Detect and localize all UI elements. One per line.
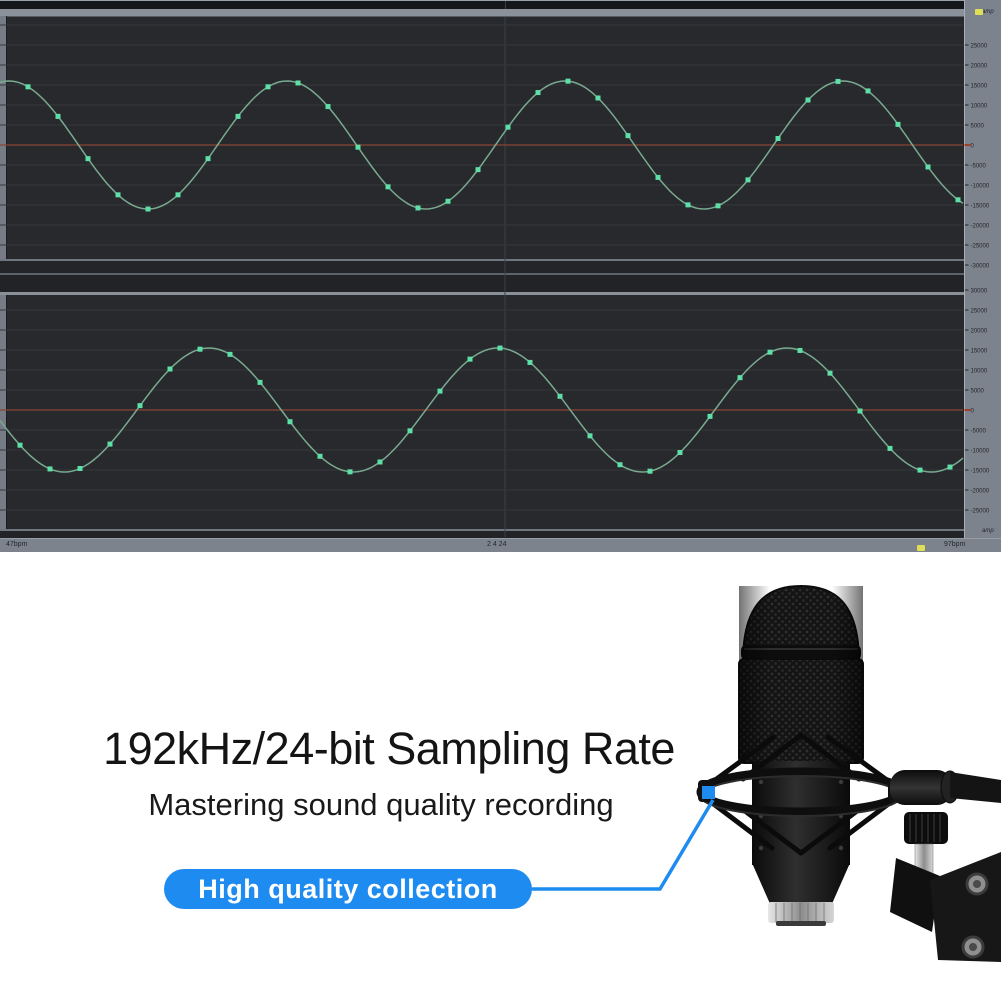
marketing-headline: 192kHz/24-bit Sampling Rate <box>103 723 675 774</box>
svg-text:25000: 25000 <box>971 308 988 314</box>
svg-text:10000: 10000 <box>971 103 988 109</box>
svg-text:20000: 20000 <box>971 328 988 334</box>
playhead-marker-bottom <box>917 545 925 551</box>
amp-unit-label-bottom: amp <box>982 528 994 534</box>
svg-text:-30000: -30000 <box>971 263 990 269</box>
stand-bracket <box>890 852 1001 962</box>
thumbscrew <box>904 812 948 844</box>
svg-text:15000: 15000 <box>971 348 988 354</box>
marketing-subheadline: Mastering sound quality recording <box>148 787 614 822</box>
track-gap <box>0 275 1001 292</box>
svg-text:15000: 15000 <box>971 83 988 89</box>
svg-text:5000: 5000 <box>971 123 985 129</box>
svg-text:30000: 30000 <box>971 288 988 294</box>
svg-text:-20000: -20000 <box>971 223 990 229</box>
track-gap <box>0 261 1001 273</box>
svg-text:25000: 25000 <box>971 43 988 49</box>
status-left: 47bpm <box>6 541 28 548</box>
svg-text:20000: 20000 <box>971 63 988 69</box>
track-separator <box>0 292 1001 295</box>
callout-pill: High quality collection <box>164 869 532 909</box>
svg-text:-5000: -5000 <box>971 428 987 434</box>
status-center: 2 4 24 <box>487 541 507 548</box>
svg-text:-5000: -5000 <box>971 163 987 169</box>
svg-text:-15000: -15000 <box>971 468 990 474</box>
svg-text:5000: 5000 <box>971 388 985 394</box>
amplitude-ruler <box>964 0 1001 538</box>
playhead-marker-top <box>975 9 983 15</box>
track-separator <box>0 259 1001 261</box>
microphone-illustration <box>696 584 1001 962</box>
waveform-svg: 25000 20000 15000 10000 5000 0 -5000 -10000 -150… <box>0 17 990 537</box>
svg-text:-25000: -25000 <box>971 243 990 249</box>
mic-body <box>752 761 850 906</box>
status-bar: 47bpm 2 4 24 97bpm <box>0 538 1001 552</box>
callout-point-marker <box>702 786 715 799</box>
amp-unit-label-top: amp <box>982 9 994 15</box>
audio-editor-screenshot: 25000 20000 15000 10000 5000 0 -5000 -10000 -150… <box>0 0 1001 552</box>
svg-text:10000: 10000 <box>971 368 988 374</box>
svg-text:-20000: -20000 <box>971 488 990 494</box>
editor-top-edge <box>0 0 1001 1</box>
callout-line <box>532 786 715 891</box>
callout-connector-line <box>532 799 715 891</box>
editor-timeline-strip <box>0 9 1001 17</box>
mount-hinge <box>890 770 1001 805</box>
editor-toolbar <box>0 1 987 9</box>
svg-text:-10000: -10000 <box>971 183 990 189</box>
toolbar-divider <box>505 1 506 9</box>
svg-text:0: 0 <box>971 143 975 149</box>
svg-text:0: 0 <box>971 408 975 414</box>
callout-label: High quality collection <box>198 873 498 904</box>
status-right: 97bpm <box>944 541 966 548</box>
svg-text:-25000: -25000 <box>971 508 990 514</box>
svg-text:-10000: -10000 <box>971 448 990 454</box>
track-separator <box>0 273 1001 275</box>
track-separator <box>0 529 1001 531</box>
svg-text:-15000: -15000 <box>971 203 990 209</box>
mic-xlr-connector <box>768 902 834 926</box>
track-gap <box>0 531 1001 538</box>
